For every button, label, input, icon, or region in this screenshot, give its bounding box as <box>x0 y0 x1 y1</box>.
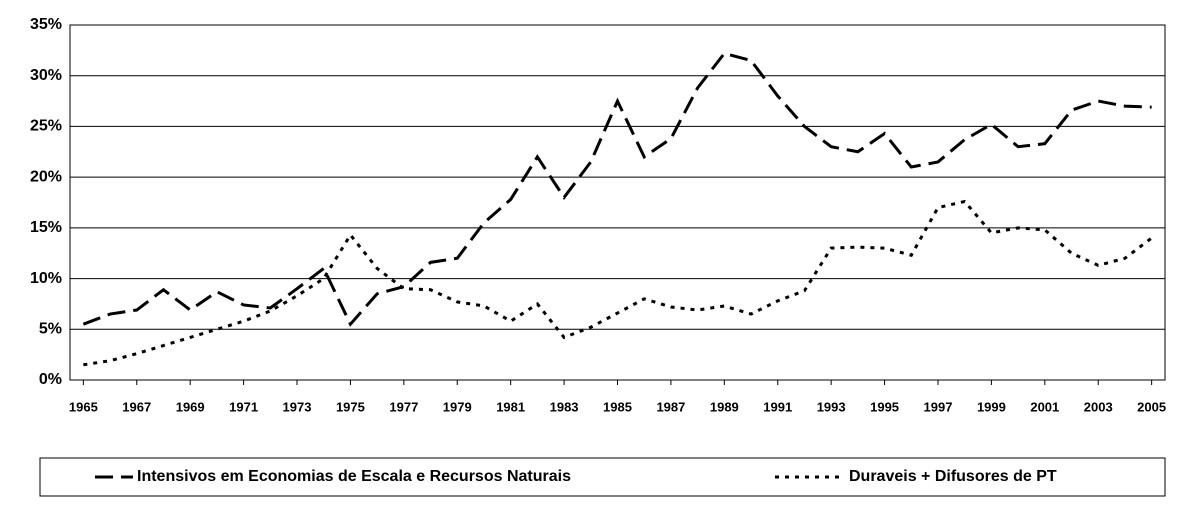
x-tick-label: 2003 <box>1084 399 1113 414</box>
x-tick-label: 1975 <box>336 399 365 414</box>
x-tick-label: 1989 <box>710 399 739 414</box>
x-tick-label: 1987 <box>656 399 685 414</box>
y-tick-label: 35% <box>30 16 62 33</box>
x-tick-label: 1965 <box>69 399 98 414</box>
x-tick-label: 1979 <box>443 399 472 414</box>
legend-label: Duraveis + Difusores de PT <box>849 468 1057 485</box>
y-tick-label: 0% <box>39 371 62 388</box>
x-tick-label: 1973 <box>283 399 312 414</box>
x-tick-label: 1995 <box>870 399 899 414</box>
plot-frame <box>69 24 1166 381</box>
legend-box <box>39 457 1166 497</box>
x-tick-label: 1967 <box>122 399 151 414</box>
x-tick-label: 2001 <box>1030 399 1059 414</box>
y-tick-label: 20% <box>30 168 62 185</box>
x-tick-label: 1971 <box>229 399 258 414</box>
x-tick-label: 1997 <box>924 399 953 414</box>
y-tick-label: 25% <box>30 118 62 135</box>
y-tick-label: 10% <box>30 270 62 287</box>
y-tick-label: 30% <box>30 67 62 84</box>
series-line <box>82 51 1152 327</box>
x-tick-label: 2005 <box>1137 399 1166 414</box>
x-tick-label: 1981 <box>496 399 525 414</box>
y-tick-label: 15% <box>30 219 62 236</box>
x-tick-label: 1983 <box>550 399 579 414</box>
series-line <box>83 199 1153 367</box>
y-tick-label: 5% <box>39 321 62 338</box>
x-tick-label: 1969 <box>176 399 205 414</box>
x-tick-label: 1985 <box>603 399 632 414</box>
x-tick-label: 1977 <box>389 399 418 414</box>
x-tick-label: 1999 <box>977 399 1006 414</box>
legend-label: Intensivos em Economias de Escala e Recu… <box>137 468 571 485</box>
x-tick-label: 1993 <box>817 399 846 414</box>
x-tick-label: 1991 <box>763 399 792 414</box>
